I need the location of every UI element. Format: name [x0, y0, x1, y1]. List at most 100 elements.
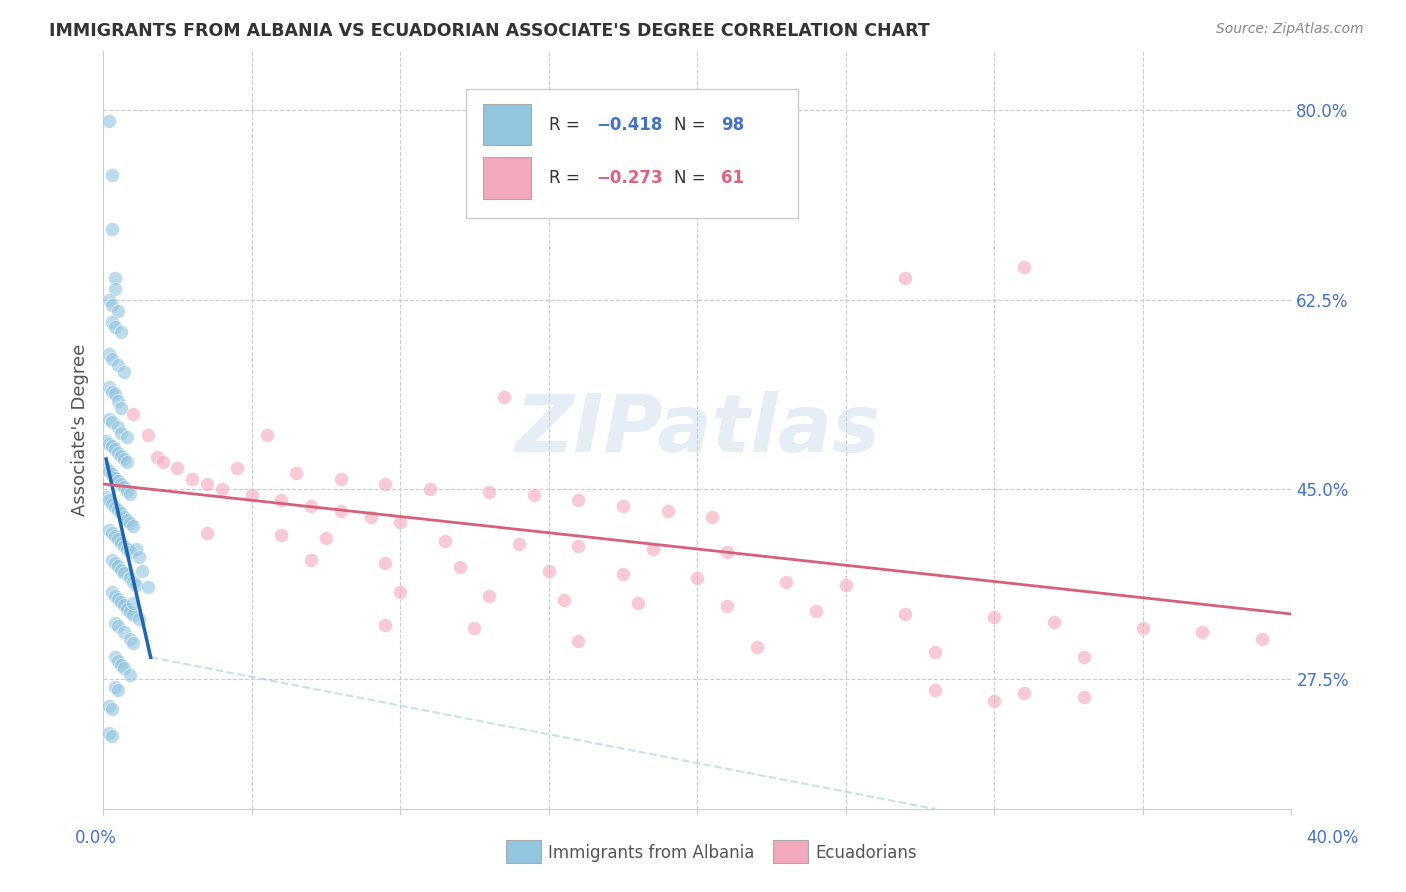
Point	[131, 564, 153, 578]
Point	[104, 271, 127, 285]
Point	[657, 504, 679, 518]
Point	[101, 222, 124, 236]
Point	[567, 493, 589, 508]
Point	[128, 612, 150, 626]
Point	[104, 500, 127, 514]
Point	[101, 702, 124, 716]
Point	[523, 488, 546, 502]
Point	[101, 314, 124, 328]
Point	[716, 545, 738, 559]
Point	[494, 390, 516, 404]
Point	[98, 379, 121, 393]
Point	[121, 574, 143, 589]
Text: R =: R =	[548, 169, 579, 187]
Point	[101, 168, 124, 182]
Point	[115, 455, 138, 469]
Text: Source: ZipAtlas.com: Source: ZipAtlas.com	[1216, 22, 1364, 37]
Point	[110, 401, 132, 416]
Point	[112, 366, 135, 380]
Text: 98: 98	[721, 116, 744, 134]
Point	[478, 484, 501, 499]
Point	[101, 553, 124, 567]
Point	[121, 636, 143, 650]
Point	[112, 509, 135, 524]
Point	[270, 528, 292, 542]
Point	[104, 470, 127, 484]
Point	[152, 455, 174, 469]
Point	[115, 541, 138, 556]
Point	[641, 541, 664, 556]
Text: −0.273: −0.273	[596, 169, 662, 187]
Point	[270, 493, 292, 508]
Point	[110, 657, 132, 672]
Y-axis label: Associate's Degree: Associate's Degree	[72, 343, 89, 516]
Point	[118, 571, 141, 585]
Point	[107, 358, 129, 372]
Point	[1250, 632, 1272, 646]
Point	[101, 384, 124, 399]
Point	[104, 282, 127, 296]
Point	[115, 430, 138, 444]
Point	[115, 483, 138, 498]
Point	[107, 474, 129, 488]
Point	[299, 553, 322, 567]
Point	[240, 488, 263, 502]
Point	[112, 661, 135, 675]
Point	[537, 564, 560, 578]
Point	[101, 525, 124, 540]
Point	[125, 541, 148, 556]
Text: −0.418: −0.418	[596, 116, 662, 134]
Point	[433, 534, 456, 549]
Bar	[484, 103, 531, 145]
Point	[1073, 650, 1095, 665]
Point	[98, 699, 121, 714]
Point	[716, 599, 738, 614]
Point	[1191, 625, 1213, 640]
Point	[463, 621, 485, 635]
Point	[449, 560, 471, 574]
Point	[894, 271, 917, 285]
Point	[98, 412, 121, 426]
Point	[107, 682, 129, 697]
Point	[136, 428, 159, 442]
Point	[101, 585, 124, 599]
Point	[118, 632, 141, 646]
Point	[104, 387, 127, 401]
Point	[112, 599, 135, 613]
Point	[98, 347, 121, 361]
Point	[389, 515, 412, 529]
Point	[374, 556, 396, 570]
Point	[1012, 260, 1035, 275]
Point	[110, 426, 132, 441]
Point	[627, 596, 650, 610]
Point	[686, 571, 709, 585]
Point	[775, 574, 797, 589]
Point	[299, 499, 322, 513]
Point	[181, 472, 204, 486]
Point	[107, 419, 129, 434]
Point	[118, 545, 141, 559]
Point	[110, 506, 132, 520]
Point	[101, 730, 124, 744]
Point	[1012, 686, 1035, 700]
Point	[419, 483, 441, 497]
Point	[125, 578, 148, 592]
Point	[118, 667, 141, 681]
Point	[983, 694, 1005, 708]
Point	[98, 464, 121, 478]
Text: R =: R =	[548, 116, 579, 134]
Point	[1042, 615, 1064, 629]
Point	[112, 480, 135, 494]
Point	[104, 442, 127, 457]
Text: N =: N =	[673, 116, 706, 134]
Point	[983, 610, 1005, 624]
Point	[567, 634, 589, 648]
Point	[104, 556, 127, 570]
Point	[98, 726, 121, 740]
Point	[107, 303, 129, 318]
Text: Immigrants from Albania: Immigrants from Albania	[548, 844, 755, 862]
Point	[98, 114, 121, 128]
Point	[115, 513, 138, 527]
Point	[110, 449, 132, 463]
Point	[107, 559, 129, 574]
